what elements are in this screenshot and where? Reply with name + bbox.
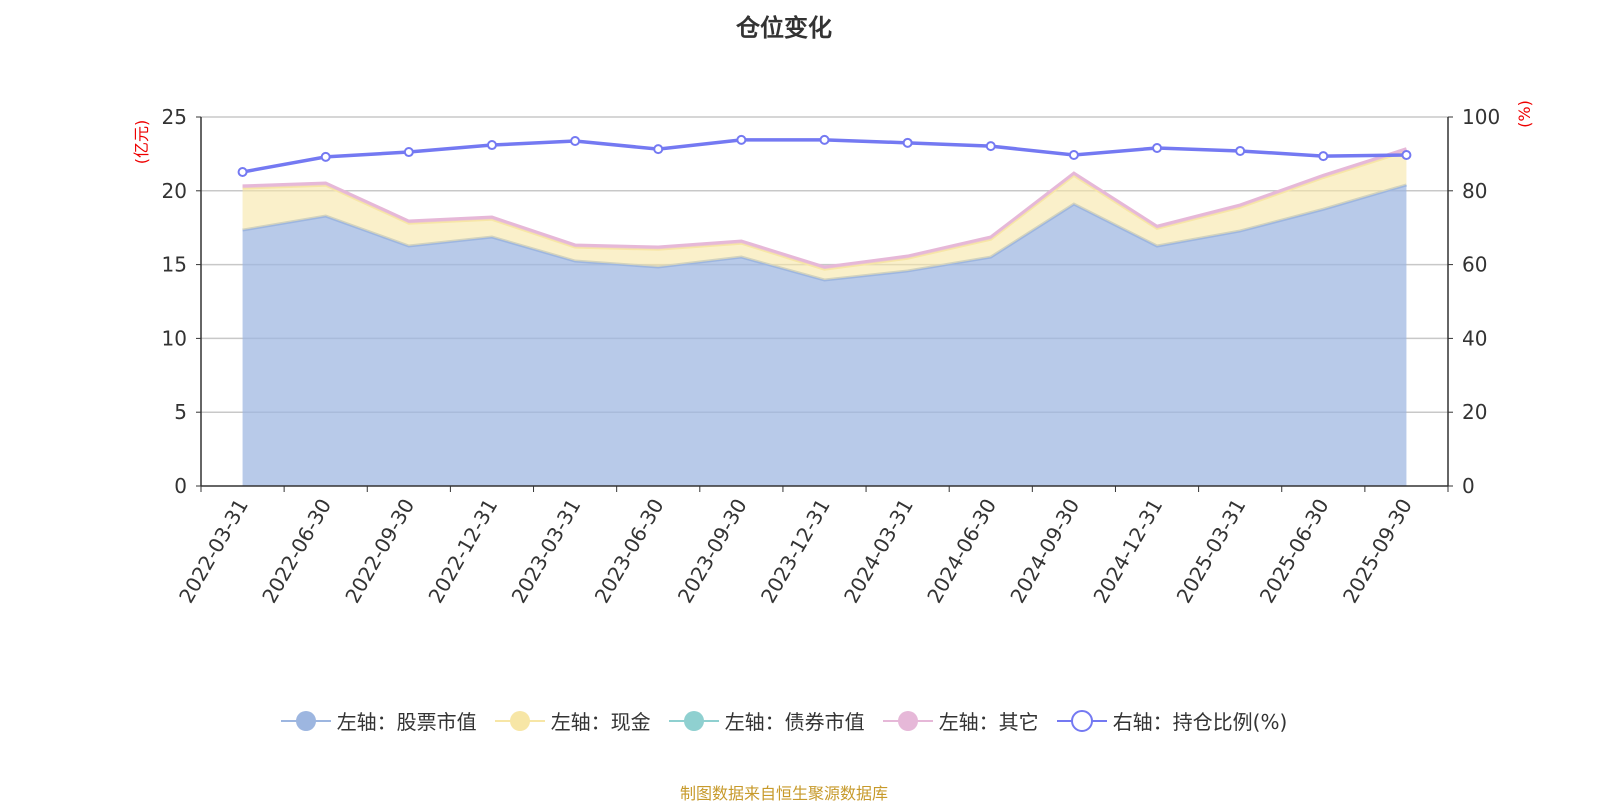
y-right-tick-label: 60 [1462,253,1487,277]
legend-item[interactable]: 左轴：现金 [494,706,651,735]
y-right-tick-label: 0 [1462,474,1475,498]
x-tick-label: 2022-09-30 [340,495,419,608]
legend-item[interactable]: 右轴：持仓比例(%) [1056,706,1288,735]
x-tick-label: 2024-03-31 [839,495,918,608]
y-right-tick-label: 40 [1462,326,1487,350]
legend-marker-icon [280,710,331,731]
ratio-point [237,166,248,177]
ratio-point [1152,142,1163,153]
legend-item[interactable]: 左轴：其它 [882,706,1039,735]
x-tick-label: 2024-06-30 [922,495,1001,608]
x-tick-label: 2023-09-30 [673,495,752,608]
area-左轴：股票市值 [242,184,1407,486]
x-tick-label: 2022-12-31 [423,495,502,608]
ratio-point [570,135,581,146]
legend-item[interactable]: 左轴：股票市值 [280,706,477,735]
ratio-point [985,141,996,152]
legend-label: 左轴：现金 [550,710,651,734]
legend-item[interactable]: 左轴：债券市值 [668,706,865,735]
x-tick-label: 2024-12-31 [1088,495,1167,608]
y-right-tick-label: 20 [1462,400,1487,424]
x-tick-label: 2025-06-30 [1255,495,1334,608]
ratio-point [902,137,913,148]
series-line [242,147,1407,269]
y-right-tick-label: 80 [1462,179,1487,203]
x-tick-label: 2025-03-31 [1172,495,1251,608]
area-左轴：现金 [242,150,1407,280]
x-tick-label: 2024-09-30 [1005,495,1084,608]
ratio-point [403,147,414,158]
ratio-point [1401,150,1412,161]
x-tick-label: 2022-03-31 [174,495,253,608]
legend-label: 左轴：债券市值 [724,710,865,734]
ratio-point [320,151,331,162]
legend-marker-icon [668,710,719,731]
y-right-axis-label: (%) [1515,100,1534,128]
y-left-tick-label: 5 [174,400,187,424]
x-tick-label: 2023-03-31 [507,495,586,608]
legend-marker-icon [882,710,933,731]
ratio-point [653,144,664,155]
legend-label: 左轴：其它 [938,710,1039,734]
chart-title: 仓位变化 [736,14,832,42]
y-left-tick-label: 0 [174,474,187,498]
ratio-point [1235,145,1246,156]
x-tick-label: 2025-09-30 [1338,495,1417,608]
ratio-point [819,134,830,145]
y-left-tick-label: 20 [162,179,187,203]
ratio-point [1068,150,1079,161]
y-right-tick-label: 100 [1462,105,1500,129]
legend-marker-icon [494,710,545,731]
x-tick-label: 2023-06-30 [590,495,669,608]
ratio-point [1318,151,1329,162]
x-tick-label: 2023-12-31 [756,495,835,608]
legend: 左轴：股票市值 左轴：现金 左轴：债券市值 左轴：其它 右轴：持仓比例(%) [0,706,1568,735]
ratio-point [736,134,747,145]
data-source-footer: 制图数据来自恒生聚源数据库 [679,784,888,803]
legend-label: 右轴：持仓比例(%) [1112,710,1288,734]
legend-label: 左轴：股票市值 [336,710,477,734]
y-left-axis-label: (亿元) [132,120,151,165]
x-tick-label: 2022-06-30 [257,495,336,608]
legend-marker-icon [1056,709,1107,732]
y-left-tick-label: 15 [162,253,187,277]
y-left-tick-label: 25 [162,105,187,129]
ratio-point [486,140,497,151]
y-left-tick-label: 10 [162,326,187,350]
